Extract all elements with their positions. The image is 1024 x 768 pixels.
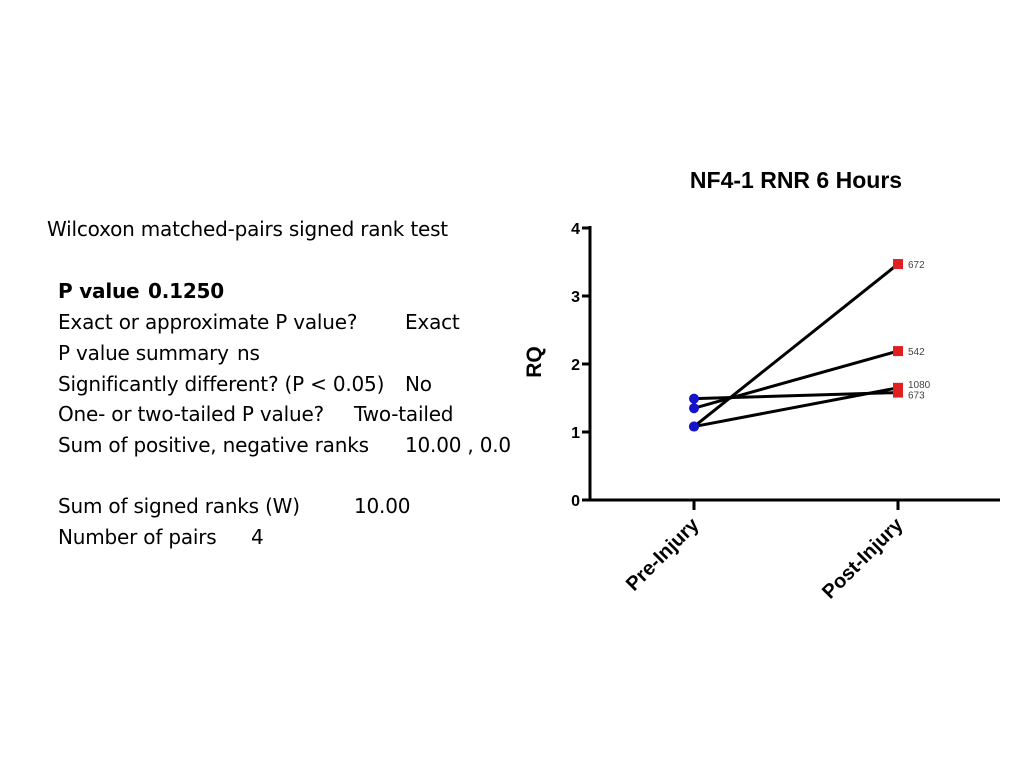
y-axis-label: RQ	[523, 346, 546, 378]
data-points	[689, 259, 903, 432]
pairs-label: Number of pairs	[58, 525, 217, 549]
pre-injury-point	[689, 393, 699, 404]
p-value: 0.1250	[148, 279, 224, 303]
point-label: 1080	[908, 380, 931, 391]
tail-label: One- or two-tailed P value?	[58, 402, 324, 426]
pre-injury-point	[689, 421, 699, 432]
point-label: 542	[908, 347, 925, 358]
summary-value: ns	[237, 341, 260, 365]
y-axis: 0 1 2 3 4	[571, 221, 592, 510]
x-axis: Pre-Injury Post-Injury	[589, 498, 1000, 603]
summary-label: P value summary	[58, 341, 229, 365]
series-lines	[693, 262, 899, 429]
ranks-value: 10.00 , 0.0	[405, 433, 511, 457]
point-label: 673	[908, 391, 925, 402]
point-label: 672	[908, 260, 925, 271]
p-value-label: P value	[58, 279, 140, 303]
x-tick-label: Pre-Injury	[622, 513, 704, 595]
series-line	[693, 391, 899, 401]
exact-value: Exact	[405, 310, 460, 334]
y-tick-label: 2	[571, 357, 580, 374]
exact-label: Exact or approximate P value?	[58, 310, 358, 334]
pre-injury-point	[689, 403, 699, 414]
significance-label: Significantly different? (P < 0.05)	[58, 372, 385, 396]
w-label: Sum of signed ranks (W)	[58, 494, 300, 518]
statistics-panel: Wilcoxon matched-pairs signed rank test …	[47, 217, 511, 549]
ranks-label: Sum of positive, negative ranks	[58, 433, 369, 457]
post-injury-point	[893, 259, 903, 270]
y-tick-label: 3	[571, 289, 580, 306]
w-value: 10.00	[354, 494, 411, 518]
y-tick-label: 0	[571, 493, 580, 510]
y-tick-label: 1	[571, 425, 580, 442]
post-injury-point	[893, 387, 903, 398]
x-tick-label: Post-Injury	[818, 513, 908, 603]
series-line	[693, 262, 899, 428]
test-name: Wilcoxon matched-pairs signed rank test	[47, 217, 448, 241]
y-tick-label: 4	[571, 221, 580, 238]
pairs-value: 4	[251, 525, 264, 549]
significance-value: No	[405, 372, 432, 396]
tail-value: Two-tailed	[354, 402, 454, 426]
post-injury-point	[893, 346, 903, 357]
chart-title: NF4-1 RNR 6 Hours	[690, 167, 902, 193]
series-line	[693, 349, 899, 410]
